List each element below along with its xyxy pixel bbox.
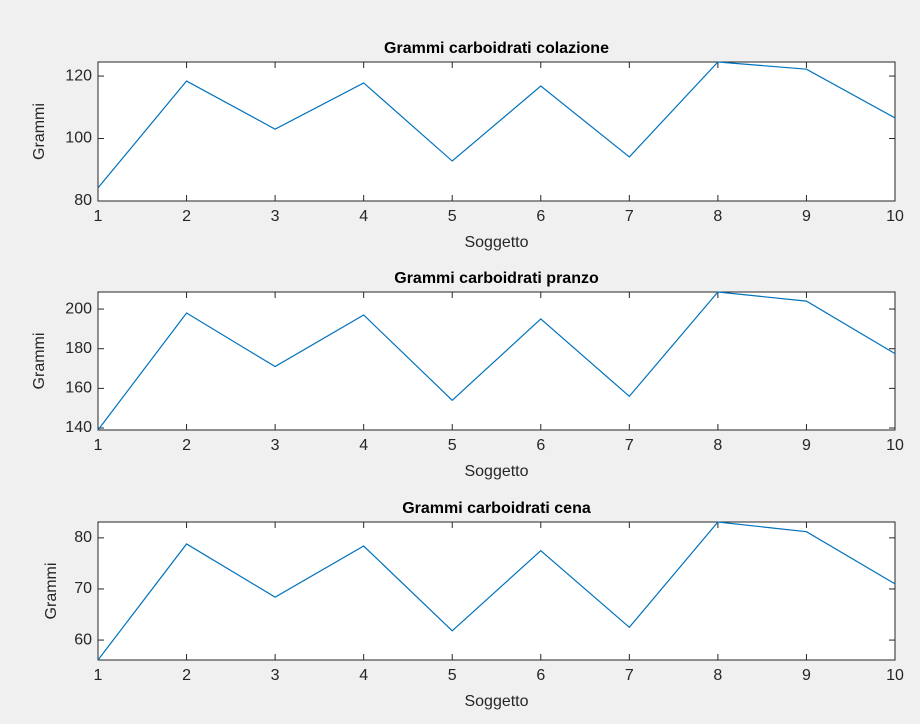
x-tick-label: 9 xyxy=(802,667,811,684)
data-line xyxy=(97,521,896,661)
x-tick-label: 3 xyxy=(271,437,280,454)
chart-title: Grammi carboidrati colazione xyxy=(384,40,609,57)
x-tick-label: 10 xyxy=(886,437,904,454)
x-tick-label: 4 xyxy=(359,667,368,684)
y-tick-label: 180 xyxy=(65,340,92,357)
x-tick-label: 6 xyxy=(536,437,545,454)
x-tick-label: 9 xyxy=(802,208,811,225)
axes-background xyxy=(97,61,896,202)
x-tick-label: 9 xyxy=(802,437,811,454)
x-tick-label: 3 xyxy=(271,667,280,684)
x-tick-label: 6 xyxy=(536,667,545,684)
x-tick-label: 6 xyxy=(536,208,545,225)
data-line xyxy=(97,61,896,189)
y-axis-label: Grammi xyxy=(43,563,60,620)
x-tick-label: 1 xyxy=(94,208,103,225)
x-tick-label: 5 xyxy=(448,437,457,454)
x-tick-label: 10 xyxy=(886,667,904,684)
x-tick-label: 1 xyxy=(94,667,103,684)
x-tick-label: 3 xyxy=(271,208,280,225)
x-tick-label: 2 xyxy=(182,667,191,684)
x-tick-label: 2 xyxy=(182,208,191,225)
data-line xyxy=(97,291,896,431)
y-axis-label: Grammi xyxy=(31,333,48,390)
x-axis-label: Soggetto xyxy=(464,234,528,251)
y-tick-label: 80 xyxy=(74,192,92,209)
x-tick-label: 7 xyxy=(625,667,634,684)
y-tick-label: 200 xyxy=(65,300,92,317)
x-tick-label: 5 xyxy=(448,208,457,225)
x-tick-label: 4 xyxy=(359,208,368,225)
y-axis-label: Grammi xyxy=(31,103,48,160)
x-tick-label: 8 xyxy=(713,437,722,454)
y-tick-label: 120 xyxy=(65,67,92,84)
y-tick-label: 140 xyxy=(65,419,92,436)
x-tick-label: 1 xyxy=(94,437,103,454)
y-tick-label: 100 xyxy=(65,130,92,147)
x-tick-label: 2 xyxy=(182,437,191,454)
x-axis-label: Soggetto xyxy=(464,693,528,710)
x-tick-label: 10 xyxy=(886,208,904,225)
axes-background xyxy=(97,291,896,431)
y-tick-label: 60 xyxy=(74,631,92,648)
y-tick-label: 160 xyxy=(65,380,92,397)
x-tick-label: 5 xyxy=(448,667,457,684)
chart-title: Grammi carboidrati pranzo xyxy=(394,270,599,287)
x-tick-label: 8 xyxy=(713,208,722,225)
y-tick-label: 80 xyxy=(74,529,92,546)
x-tick-label: 4 xyxy=(359,437,368,454)
x-tick-label: 8 xyxy=(713,667,722,684)
x-axis-label: Soggetto xyxy=(464,463,528,480)
chart-title: Grammi carboidrati cena xyxy=(402,500,591,517)
y-tick-label: 70 xyxy=(74,580,92,597)
x-tick-label: 7 xyxy=(625,208,634,225)
x-tick-label: 7 xyxy=(625,437,634,454)
